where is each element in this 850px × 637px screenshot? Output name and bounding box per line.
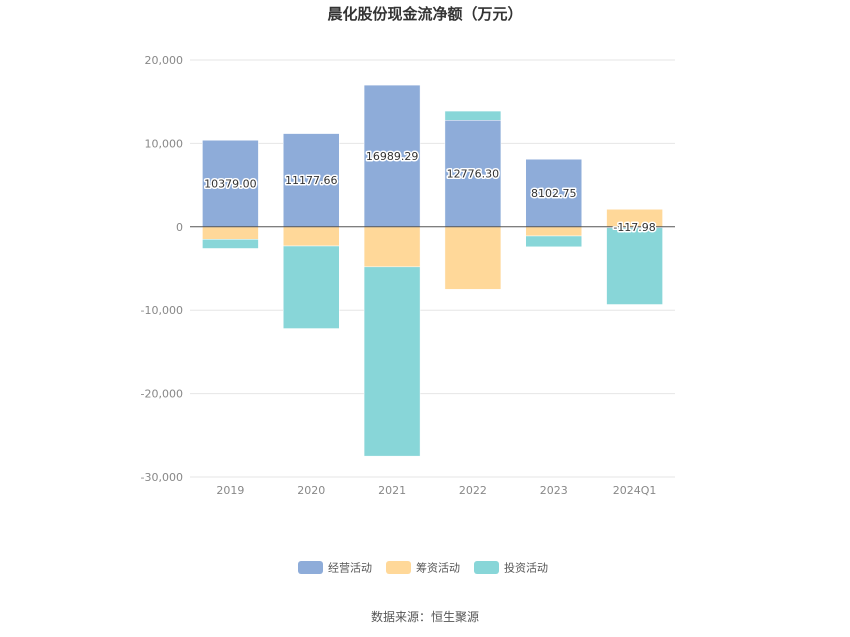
x-tick-label: 2022	[459, 484, 487, 497]
bar-operating[interactable]	[363, 84, 421, 228]
x-axis-ticks: 2019 2020 2021 2022 2023 2024Q1	[216, 484, 656, 497]
y-tick-label: -20,000	[141, 388, 183, 401]
source-note: 数据来源：恒生聚源	[371, 609, 479, 624]
legend[interactable]: 经营活动 筹资活动 投资活动	[298, 561, 548, 575]
y-tick-label: -10,000	[141, 304, 183, 317]
data-label: 11177.66	[285, 174, 338, 187]
bar-investing[interactable]	[444, 110, 502, 121]
x-tick-label: 2024Q1	[613, 484, 657, 497]
bar-operating[interactable]	[525, 158, 582, 228]
bar-financing[interactable]	[363, 226, 421, 268]
chart-title: 晨化股份现金流净额（万元）	[327, 5, 522, 23]
y-tick-label: 10,000	[145, 137, 184, 150]
y-tick-label: 0	[176, 221, 183, 234]
legend-swatch	[386, 561, 411, 574]
data-label: -117.98	[613, 221, 655, 234]
grid-lines	[190, 59, 675, 478]
bar-financing[interactable]	[525, 226, 582, 237]
y-tick-label: -30,000	[141, 471, 183, 484]
y-tick-label: 20,000	[145, 54, 184, 67]
x-tick-label: 2021	[378, 484, 406, 497]
data-label: 12776.30	[447, 168, 500, 181]
bar-financing[interactable]	[283, 226, 340, 247]
data-labels: 10379.00 11177.66 16989.29 12776.30 8102.75 -…	[203, 148, 658, 235]
bar-investing[interactable]	[202, 239, 259, 249]
legend-label: 投资活动	[504, 561, 548, 575]
x-tick-label: 2019	[216, 484, 244, 497]
legend-item[interactable]: 筹资活动	[386, 561, 460, 575]
legend-item[interactable]: 投资活动	[474, 561, 548, 575]
bar-investing[interactable]	[283, 245, 340, 329]
legend-label: 筹资活动	[416, 561, 460, 575]
x-tick-label: 2020	[297, 484, 325, 497]
data-label: 8102.75	[531, 187, 577, 200]
bar-investing[interactable]	[525, 235, 582, 248]
legend-item[interactable]: 经营活动	[298, 561, 372, 575]
y-axis-ticks: 20,000 10,000 0 -10,000 -20,000 -30,000	[141, 54, 183, 484]
legend-swatch	[474, 561, 499, 574]
x-tick-label: 2023	[540, 484, 568, 497]
bars	[202, 84, 663, 457]
bar-financing[interactable]	[444, 226, 502, 290]
data-label: 10379.00	[204, 178, 257, 191]
data-label: 16989.29	[366, 150, 419, 163]
bar-investing[interactable]	[363, 266, 421, 457]
bar-operating[interactable]	[202, 139, 259, 228]
legend-swatch	[298, 561, 323, 574]
legend-label: 经营活动	[328, 561, 372, 575]
bar-investing[interactable]	[606, 227, 663, 305]
bar-financing[interactable]	[202, 226, 259, 240]
